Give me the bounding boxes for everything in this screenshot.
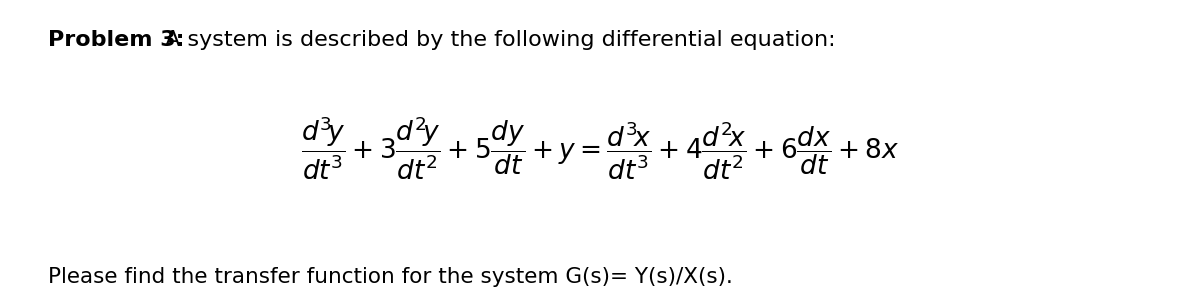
Text: A system is described by the following differential equation:: A system is described by the following d… (158, 30, 836, 50)
Text: $\dfrac{d^3\!y}{dt^3} + 3\dfrac{d^2\!y}{dt^2} + 5\dfrac{dy}{dt} + y = \dfrac{d^3: $\dfrac{d^3\!y}{dt^3} + 3\dfrac{d^2\!y}{… (301, 115, 899, 182)
Text: Problem 3:: Problem 3: (48, 30, 185, 50)
Text: Please find the transfer function for the system G(s)= Y(s)/X(s).: Please find the transfer function for th… (48, 267, 733, 287)
